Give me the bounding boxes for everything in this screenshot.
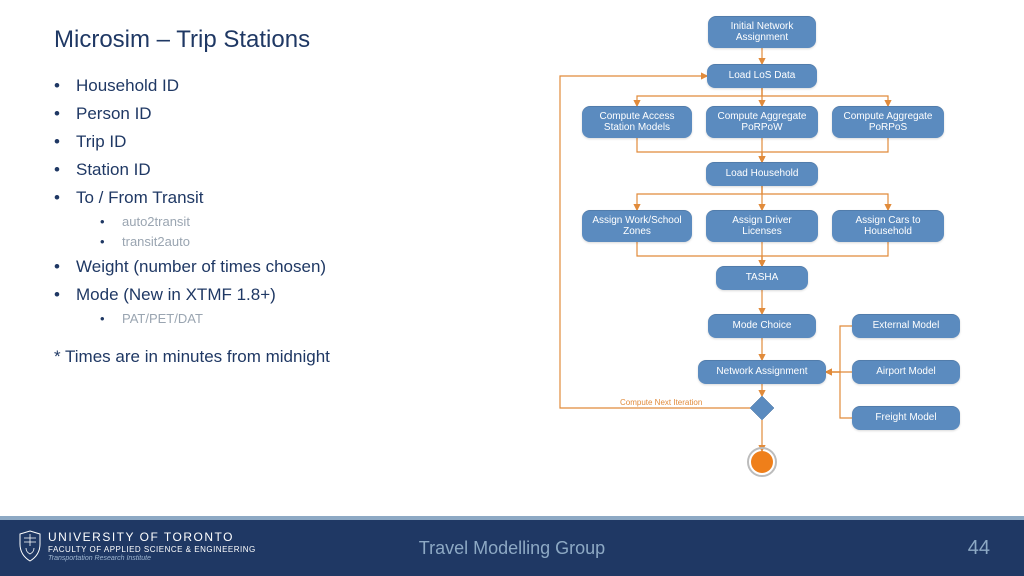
list-item: Household ID: [54, 72, 474, 100]
page-number: 44: [968, 537, 990, 560]
flowchart-node: Compute AggregatePoRPoW: [706, 106, 818, 138]
sub-list-item: auto2transit: [100, 212, 474, 232]
footer-center-text: Travel Modelling Group: [0, 538, 1024, 559]
sub-list-item: PAT/PET/DAT: [100, 309, 474, 329]
flowchart-node: Load LoS Data: [707, 64, 817, 88]
flowchart-node: Network Assignment: [698, 360, 826, 384]
flowchart-node: External Model: [852, 314, 960, 338]
list-item: Trip ID: [54, 128, 474, 156]
flowchart: Initial NetworkAssignment Load LoS Data Co…: [500, 10, 1010, 520]
content-list: Household IDPerson IDTrip IDStation IDTo…: [54, 72, 474, 371]
list-item: Person ID: [54, 100, 474, 128]
slide: Microsim – Trip Stations Household IDPer…: [0, 0, 1024, 576]
list-item: Weight (number of times chosen): [54, 253, 474, 281]
list-item: Station ID: [54, 156, 474, 184]
flowchart-node: Compute AggregatePoRPoS: [832, 106, 944, 138]
list-item: To / From Transit: [54, 184, 474, 212]
flowchart-node: TASHA: [716, 266, 808, 290]
slide-title: Microsim – Trip Stations: [54, 26, 310, 54]
flowchart-node: Assign Work/SchoolZones: [582, 210, 692, 242]
flowchart-node: Initial NetworkAssignment: [708, 16, 816, 48]
flowchart-node: Airport Model: [852, 360, 960, 384]
flowchart-node: Assign DriverLicenses: [706, 210, 818, 242]
footer: UNIVERSITY OF TORONTO FACULTY OF APPLIED…: [0, 520, 1024, 576]
footnote: * Times are in minutes from midnight: [54, 343, 474, 371]
flowchart-node: Compute AccessStation Models: [582, 106, 692, 138]
flowchart-node: Mode Choice: [708, 314, 816, 338]
iteration-label: Compute Next Iteration: [620, 398, 702, 407]
flowchart-node: Freight Model: [852, 406, 960, 430]
list-item: Mode (New in XTMF 1.8+): [54, 281, 474, 309]
sub-list-item: transit2auto: [100, 232, 474, 252]
flowchart-node: Load Household: [706, 162, 818, 186]
flowchart-node: Assign Cars toHousehold: [832, 210, 944, 242]
